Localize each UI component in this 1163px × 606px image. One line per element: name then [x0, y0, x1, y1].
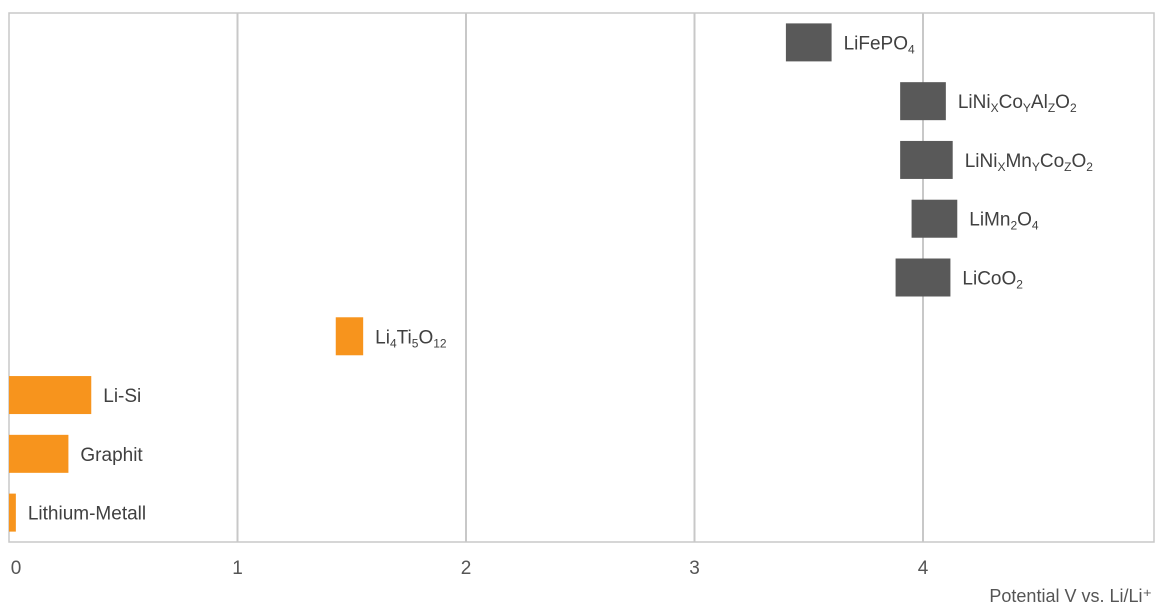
bar-label: LiNiXCoYAlZO2	[958, 92, 1077, 115]
bar-cathode	[785, 23, 832, 62]
bar-labels: LiFePO4 LiNiXCoYAlZO2 LiNiXMnYCoZO2 LiMn2O4…	[28, 33, 1093, 524]
bar-label: LiCoO2	[962, 269, 1023, 292]
bars	[9, 23, 958, 532]
bar-cathode	[911, 199, 958, 238]
bar-anode	[9, 434, 69, 473]
bar-anode	[9, 376, 92, 415]
x-axis-ticks: 0 1 2 3 4	[11, 558, 929, 579]
bar-anode	[335, 317, 364, 356]
bar-label: Li-Si	[103, 386, 141, 407]
bar-anode	[9, 493, 16, 532]
bar-label: Li4Ti5O12	[375, 327, 447, 350]
bar-cathode	[900, 82, 946, 121]
x-tick-label: 0	[11, 558, 22, 579]
plot-frame	[8, 12, 1155, 543]
bar-label: LiFePO4	[844, 33, 915, 56]
bar-label: Lithium-Metall	[28, 504, 146, 525]
gridlines	[236, 13, 924, 542]
bar-label: Graphit	[80, 445, 143, 466]
x-tick-label: 2	[461, 558, 472, 579]
bar-cathode	[900, 140, 953, 179]
x-axis-title: Potential V vs. Li/Li⁺	[989, 586, 1152, 606]
bar-label: LiNiXMnYCoZO2	[965, 151, 1094, 174]
x-tick-label: 4	[918, 558, 929, 579]
x-tick-label: 3	[689, 558, 700, 579]
x-tick-label: 1	[232, 558, 243, 579]
bar-label: LiMn2O4	[969, 210, 1039, 233]
bar-cathode	[895, 258, 951, 297]
